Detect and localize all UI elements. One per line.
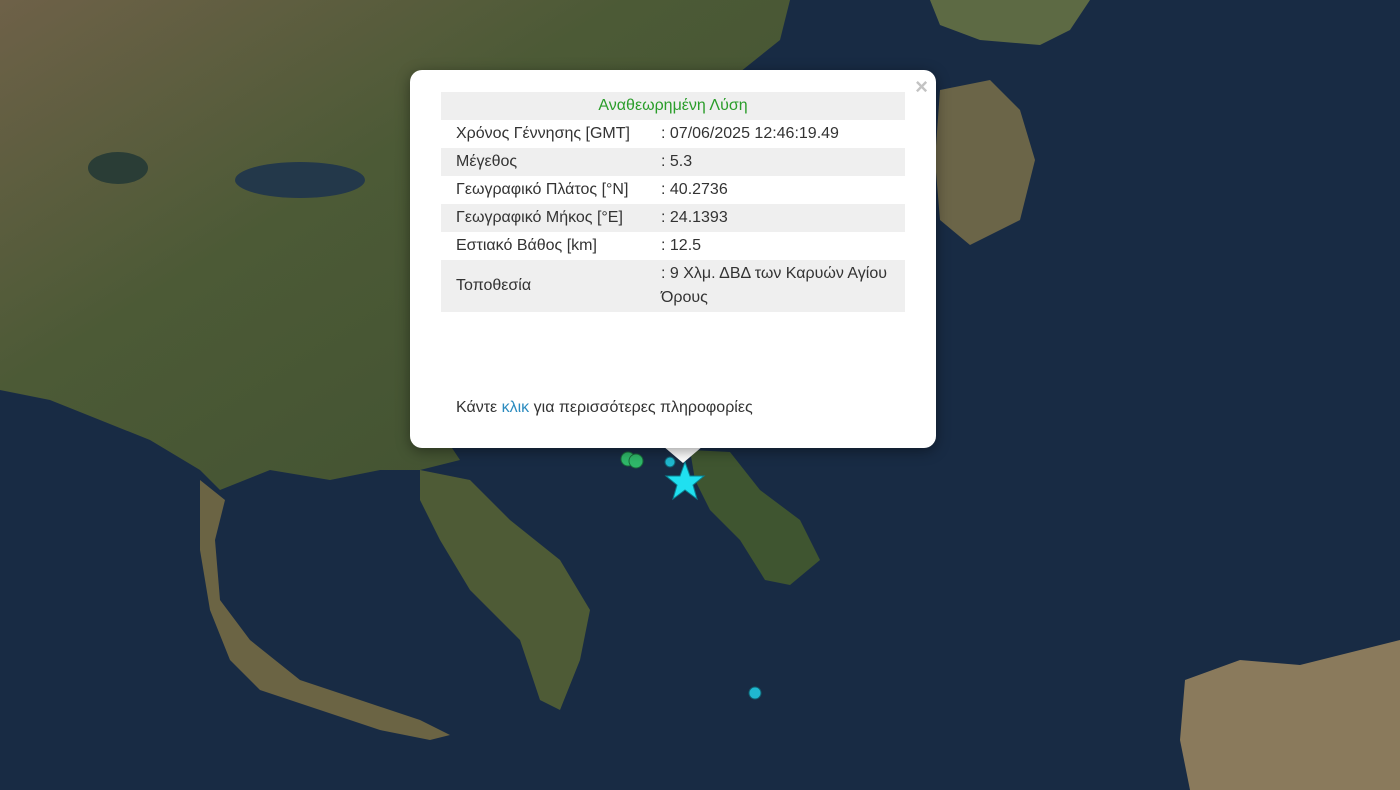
event-details-table: Αναθεωρημένη Λύση Χρόνος Γέννησης [GMT]:…: [441, 92, 905, 312]
row-value: : 5.3: [646, 148, 905, 176]
event-marker[interactable]: [628, 453, 644, 469]
table-row: Εστιακό Βάθος [km] : 12.5: [441, 232, 905, 260]
kassandra-peninsula: [200, 480, 450, 740]
row-label: Μέγεθος: [441, 148, 646, 176]
table-row: Μέγεθος: 5.3: [441, 148, 905, 176]
north-coast-land: [930, 0, 1090, 45]
close-icon[interactable]: ×: [915, 74, 928, 99]
earthquake-info-popup: × Αναθεωρημένη Λύση Χρόνος Γέννησης [GMT…: [410, 70, 936, 448]
lemnos-island: [1180, 640, 1400, 790]
row-label: Τοποθεσία: [441, 260, 646, 312]
table-row: Γεωγραφικό Μήκος [°E]: 24.1393: [441, 204, 905, 232]
table-row: Τοποθεσία: 9 Χλμ. ΔΒΔ των Καρυών Αγίου Ό…: [441, 260, 905, 312]
row-value: : 12.5: [661, 237, 702, 254]
more-info-link[interactable]: κλικ: [501, 399, 530, 416]
row-label: Γεωγραφικό Πλάτος [°N]: [456, 181, 629, 198]
lake: [235, 162, 365, 198]
sithonia-peninsula: [420, 470, 590, 710]
event-marker[interactable]: [748, 686, 762, 700]
popup-tip: [663, 446, 703, 463]
table-row: Γεωγραφικό Πλάτος [°N] : 40.2736: [441, 176, 905, 204]
row-value: : 9 Χλμ. ΔΒΔ των Καρυών Αγίου Όρους: [646, 260, 905, 312]
row-value: : 24.1393: [646, 204, 905, 232]
lake: [88, 152, 148, 184]
more-prefix: Κάντε: [456, 399, 502, 416]
athos-peninsula: [690, 450, 820, 585]
row-value: : 40.2736: [661, 181, 728, 198]
row-label: Χρόνος Γέννησης [GMT]: [456, 125, 630, 142]
more-info-text: Κάντε κλικ για περισσότερες πληροφορίες: [456, 399, 753, 417]
thasos-island: [935, 80, 1035, 245]
row-label: Εστιακό Βάθος [km]: [456, 237, 597, 254]
more-suffix: για περισσότερες πληροφορίες: [529, 399, 753, 416]
row-value: : 07/06/2025 12:46:19.49: [661, 125, 839, 142]
row-label: Γεωγραφικό Μήκος [°E]: [441, 204, 646, 232]
popup-title: Αναθεωρημένη Λύση: [441, 92, 905, 120]
main-event-star-icon[interactable]: [664, 460, 706, 501]
table-row: Χρόνος Γέννησης [GMT] : 07/06/2025 12:46:…: [441, 120, 905, 148]
